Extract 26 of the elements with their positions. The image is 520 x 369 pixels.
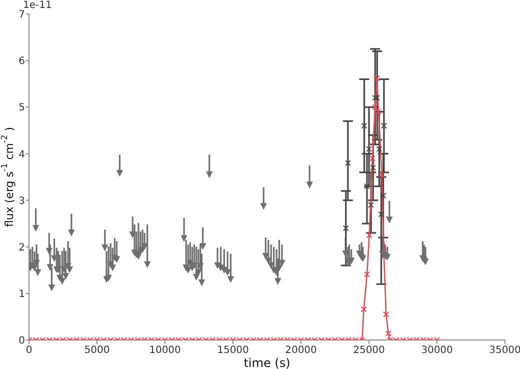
point bbox=[342, 225, 349, 232]
y-tick-label: 0 bbox=[18, 336, 25, 347]
y-tick-label: 2 bbox=[18, 242, 25, 254]
x-axis-title: time (s) bbox=[244, 356, 290, 369]
x-tick-label: 10000 bbox=[149, 345, 181, 356]
x-tick-label: 20000 bbox=[285, 345, 317, 356]
y-tick-label: 4 bbox=[18, 149, 25, 160]
x-tick-label: 0 bbox=[26, 345, 32, 356]
point bbox=[344, 160, 351, 166]
y-tick-label: 6 bbox=[18, 56, 25, 68]
point bbox=[361, 122, 368, 129]
point bbox=[380, 122, 387, 129]
text: 1e-11 bbox=[23, 0, 52, 11]
x-tick-label: 30000 bbox=[421, 345, 453, 356]
y-tick-label: 1 bbox=[18, 288, 25, 300]
point bbox=[378, 211, 384, 218]
point bbox=[370, 164, 376, 171]
x-tick-label: 25000 bbox=[353, 345, 385, 356]
x-tick-label: 5000 bbox=[84, 345, 110, 356]
x-tick-label: 15000 bbox=[217, 345, 249, 356]
y-tick-label: 5 bbox=[18, 102, 25, 114]
y-tick-label: 7 bbox=[18, 10, 25, 21]
x-tick-label: 35000 bbox=[489, 345, 520, 356]
y-tick-label: 3 bbox=[18, 196, 25, 207]
point bbox=[372, 94, 378, 101]
point bbox=[374, 94, 380, 101]
